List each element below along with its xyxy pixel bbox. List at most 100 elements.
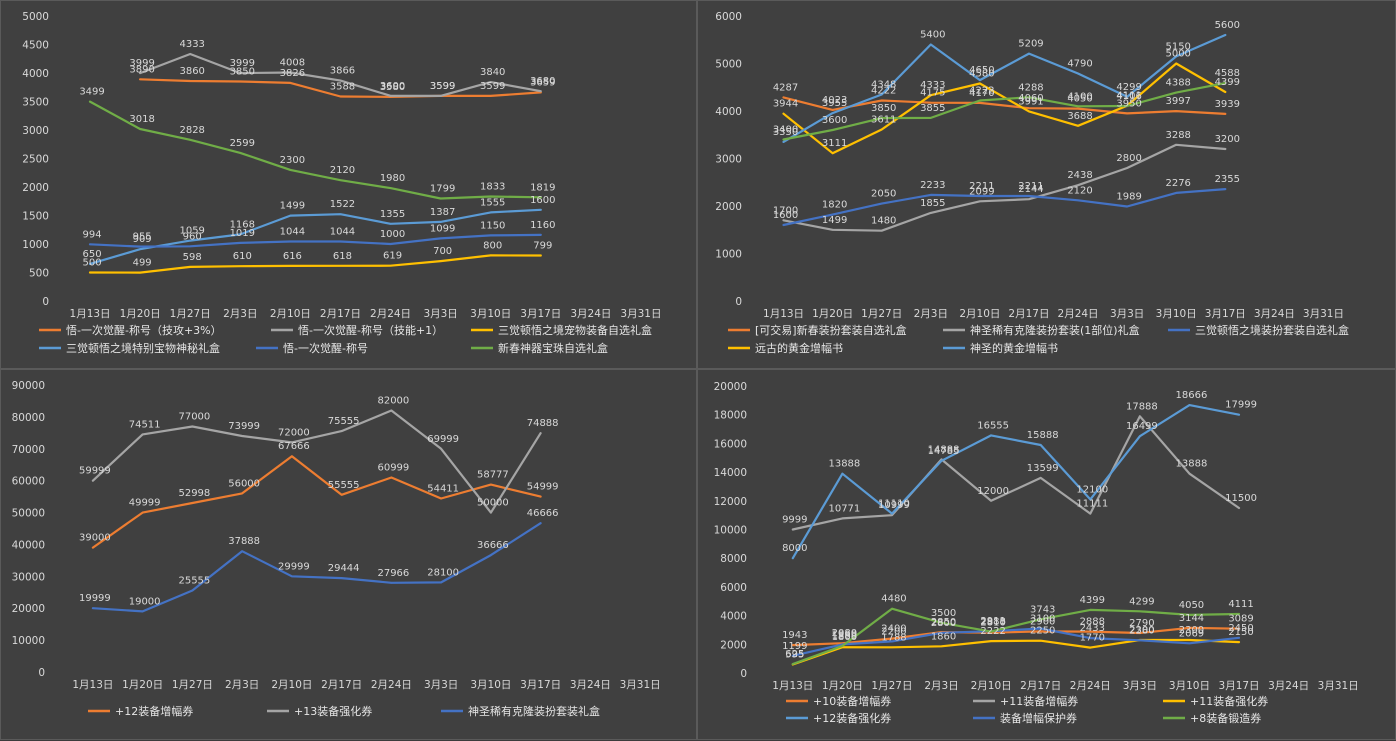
data-label: 3580 <box>380 82 405 93</box>
legend-label: +11装备强化券 <box>1190 694 1268 708</box>
data-label: 3659 <box>530 77 555 88</box>
y-tick-label: 12000 <box>714 496 747 508</box>
data-label: 15888 <box>1027 430 1059 441</box>
data-label: 4333 <box>920 80 945 91</box>
data-label: 2800 <box>1116 153 1141 164</box>
data-label: 75555 <box>328 416 360 427</box>
series-line <box>791 638 1241 666</box>
data-label: 19000 <box>129 596 161 607</box>
y-tick-label: 3000 <box>715 154 742 166</box>
data-label: 3826 <box>280 68 305 79</box>
data-label: 3840 <box>480 67 505 78</box>
y-tick-label: 60000 <box>12 476 45 488</box>
y-tick-label: 6000 <box>720 582 747 594</box>
data-label: 799 <box>533 240 552 251</box>
chart-panel-bottom-left: 0 10000 20000 30000 40000 50000 60000 70000 8000… <box>0 369 697 740</box>
x-tick-label: 1月20日 <box>822 680 863 692</box>
data-label: 3599 <box>430 81 455 92</box>
data-label: 3600 <box>380 81 405 92</box>
legend-label: 悟-一次觉醒-称号 <box>283 341 368 355</box>
y-tick-label: 70000 <box>12 444 45 456</box>
data-label: 1387 <box>430 207 455 218</box>
x-tick-label: 1月20日 <box>812 308 853 320</box>
y-tick-label: 4000 <box>715 106 742 118</box>
data-label: 60999 <box>377 462 409 473</box>
x-tick-label: 1月13日 <box>772 680 813 692</box>
data-label: 54999 <box>527 482 559 493</box>
y-tick-label: 16000 <box>714 438 747 450</box>
data-label: 994 <box>82 229 101 240</box>
data-label: 3955 <box>822 98 847 109</box>
data-label: 1555 <box>480 197 505 208</box>
line-chart-2: 0 1000 2000 3000 4000 5000 6000 1月13日 1月20日 1月27日… <box>715 11 1349 355</box>
x-tick-label: 3月17日 <box>520 679 561 691</box>
data-label: 16499 <box>1126 421 1158 432</box>
series-line <box>88 233 542 248</box>
y-tick-label: 1500 <box>22 211 49 223</box>
data-label: 2069 <box>1179 628 1204 639</box>
y-tick-label: 1000 <box>22 239 49 251</box>
data-label: 2200 <box>881 626 906 637</box>
legend-label: +12装备强化券 <box>813 711 891 725</box>
data-label: 19999 <box>79 593 111 604</box>
y-tick-label: 0 <box>740 668 747 680</box>
data-label: 3599 <box>480 81 505 92</box>
data-label: 4222 <box>969 85 994 96</box>
legend-label: 装备增幅保护券 <box>1000 711 1077 725</box>
data-label: 2433 <box>1080 623 1105 634</box>
data-label: 500 <box>82 258 101 269</box>
data-label: 1199 <box>782 641 807 652</box>
data-label: 9999 <box>782 515 807 526</box>
data-label: 4588 <box>1215 68 1240 79</box>
data-label: 14888 <box>928 444 960 455</box>
data-label: 18666 <box>1176 390 1208 401</box>
data-label: 595 <box>785 649 804 660</box>
data-label: 4399 <box>1215 77 1240 88</box>
data-label: 1044 <box>280 226 305 237</box>
data-label: 3850 <box>871 103 896 114</box>
data-label: 5400 <box>920 30 945 41</box>
legend-label: 神圣的黄金增幅书 <box>970 341 1058 355</box>
series-line <box>782 143 1227 232</box>
data-label: 4008 <box>280 58 305 69</box>
data-label: 27966 <box>377 568 409 579</box>
data-label: 4222 <box>871 85 896 96</box>
data-label: 13888 <box>1176 459 1208 470</box>
data-label: 29999 <box>278 561 310 572</box>
data-label: 2300 <box>280 155 305 166</box>
data-label: 11500 <box>1225 493 1257 504</box>
series-line <box>91 455 542 549</box>
data-label: 1019 <box>230 228 255 239</box>
data-label: 4299 <box>1129 596 1154 607</box>
data-label: 1943 <box>782 630 807 641</box>
data-label: 5000 <box>1165 49 1190 60</box>
legend-label: +8装备锻造券 <box>1190 711 1261 725</box>
x-tick-label: 2月10日 <box>971 680 1012 692</box>
data-label: 5600 <box>1215 20 1240 31</box>
x-tick-label: 2月17日 <box>1008 308 1049 320</box>
data-label: 16555 <box>977 420 1009 431</box>
data-label: 1788 <box>881 632 906 643</box>
data-label: 2233 <box>920 180 945 191</box>
data-label: 1600 <box>773 210 798 221</box>
series-line <box>791 404 1241 560</box>
data-label: 1800 <box>832 632 857 643</box>
data-label: 4287 <box>773 82 798 93</box>
series-line <box>91 409 542 514</box>
data-label: 8000 <box>782 543 807 554</box>
legend-label: 远古的黄金增幅书 <box>755 341 843 355</box>
y-tick-label: 14000 <box>714 467 747 479</box>
data-label: 800 <box>483 240 502 251</box>
data-label: 54411 <box>427 483 459 494</box>
y-tick-label: 4000 <box>22 68 49 80</box>
data-label: 2888 <box>1080 617 1105 628</box>
data-label: 3743 <box>1030 604 1055 615</box>
data-label: 3350 <box>773 127 798 138</box>
legend-label: 新春神器宝珠自选礼盒 <box>498 341 608 355</box>
legend-label: 神圣稀有克隆装扮套装礼盒 <box>468 704 600 718</box>
data-label: 69999 <box>427 434 459 445</box>
legend-label: 三觉顿悟之境特别宝物神秘礼盒 <box>66 341 220 355</box>
data-label: 4100 <box>1067 91 1092 102</box>
data-label: 4333 <box>179 39 204 50</box>
data-label: 77000 <box>178 411 210 422</box>
